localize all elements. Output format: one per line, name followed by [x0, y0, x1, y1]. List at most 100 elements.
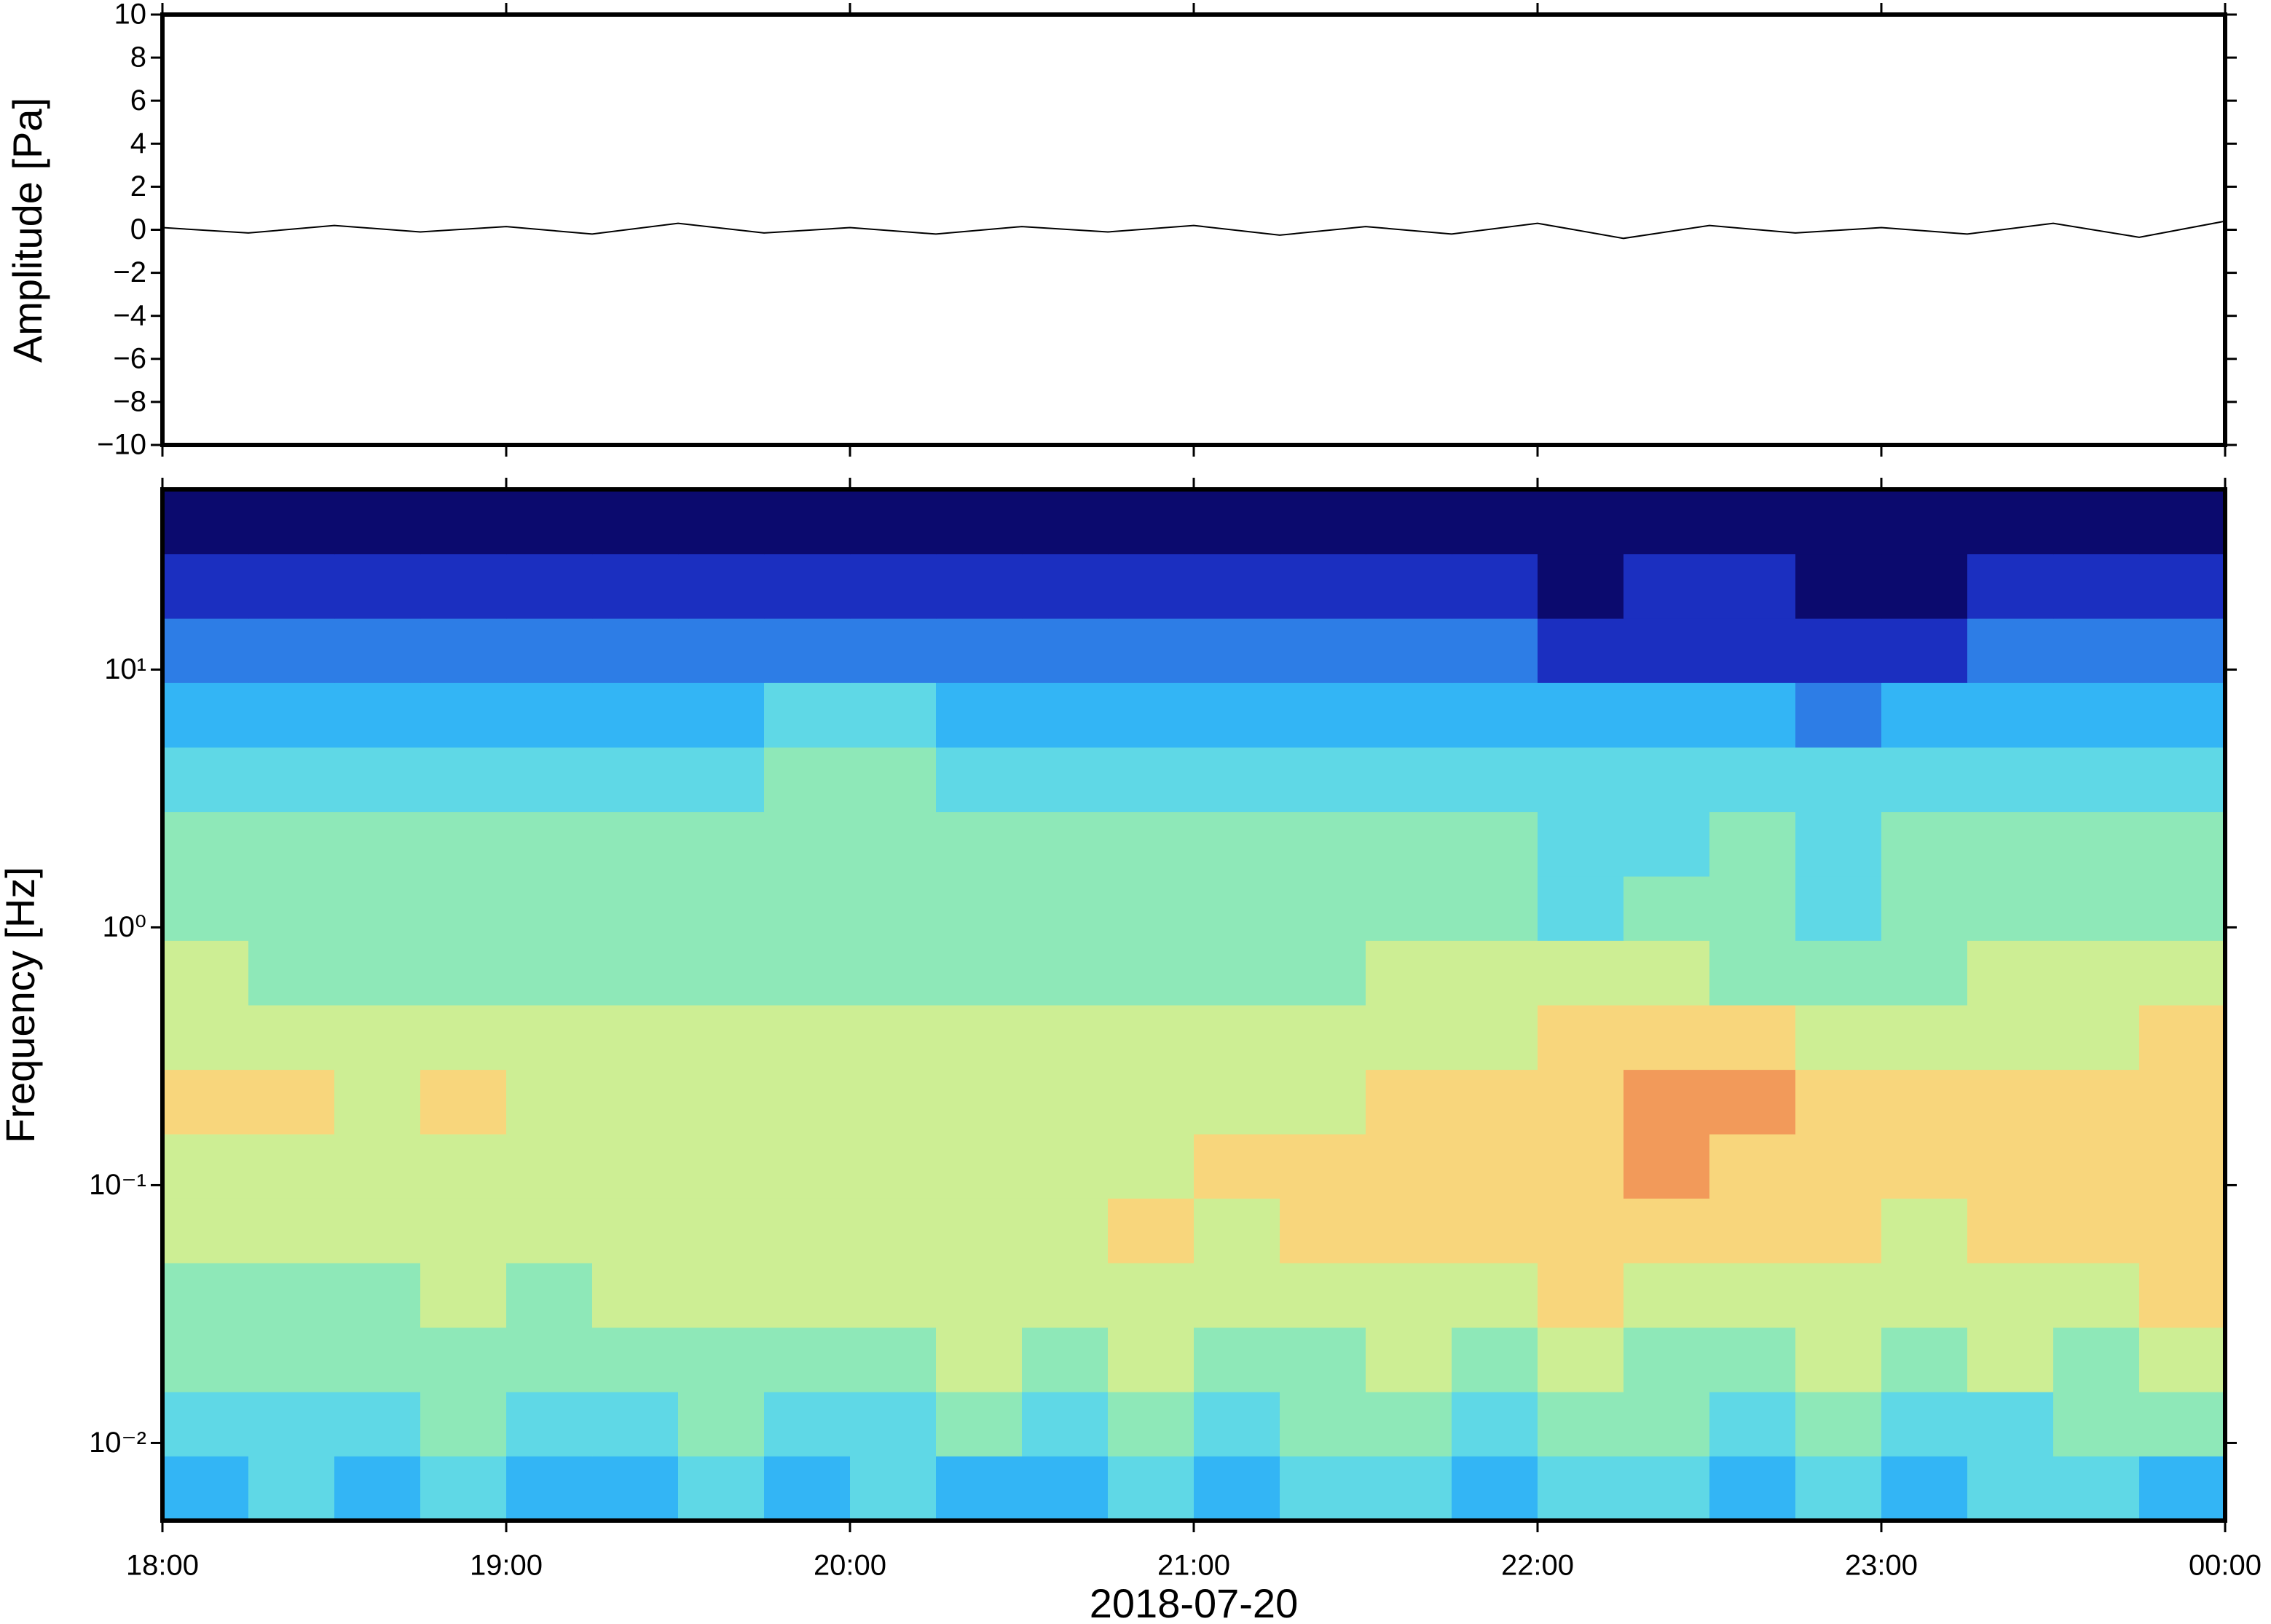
heatmap-cell — [1538, 1327, 1624, 1392]
heatmap-cell — [1452, 1198, 1538, 1264]
heatmap-cell — [678, 1134, 765, 1199]
y-tick-label: 0 — [130, 213, 146, 245]
heatmap-cell — [678, 1327, 765, 1392]
heatmap-cell — [678, 876, 765, 941]
heatmap-cell — [678, 1456, 765, 1521]
heatmap-cell — [1795, 1392, 1882, 1457]
y-tick-label: 10⁰ — [102, 911, 146, 943]
heatmap-cell — [1366, 1392, 1452, 1457]
heatmap-cell — [1108, 811, 1194, 877]
heatmap-cell — [334, 876, 421, 941]
heatmap-cell — [1881, 940, 1968, 1006]
heatmap-cell — [162, 811, 249, 877]
x-tick-label: 00:00 — [2189, 1550, 2262, 1582]
heatmap-cell — [764, 1134, 851, 1199]
heatmap-cell — [936, 1005, 1023, 1071]
heatmap-cell — [1881, 811, 1968, 877]
heatmap-cell — [850, 1263, 937, 1328]
heatmap-cell — [1452, 682, 1538, 748]
heatmap-cell — [162, 747, 249, 813]
heatmap-cell — [248, 489, 335, 555]
heatmap-cell — [1452, 1069, 1538, 1135]
heatmap-cell — [248, 1327, 335, 1392]
heatmap-cell — [1538, 682, 1624, 748]
heatmap-cell — [1538, 1456, 1624, 1521]
y-tick-label: 2 — [130, 170, 146, 202]
y-tick-label: −10 — [97, 429, 146, 461]
heatmap-cell — [1538, 940, 1624, 1006]
heatmap-cell — [2139, 1456, 2226, 1521]
heatmap-cell — [1108, 1005, 1194, 1071]
heatmap-cell — [506, 618, 593, 683]
heatmap-cell — [2139, 747, 2226, 813]
heatmap-cell — [1022, 1134, 1109, 1199]
heatmap-cell — [764, 811, 851, 877]
heatmap-cell — [2139, 811, 2226, 877]
heatmap-cell — [506, 1456, 593, 1521]
heatmap-cell — [1795, 1005, 1882, 1071]
heatmap-cell — [334, 1069, 421, 1135]
heatmap-cell — [1280, 489, 1366, 555]
y-axis-label: Amplitude [Pa] — [4, 98, 50, 363]
heatmap-cell — [506, 489, 593, 555]
heatmap-cell — [2053, 1392, 2140, 1457]
heatmap-cell — [1967, 811, 2054, 877]
heatmap-cell — [850, 489, 937, 555]
heatmap-cell — [850, 1069, 937, 1135]
heatmap-cell — [1366, 940, 1452, 1006]
x-tick-label: 23:00 — [1845, 1550, 1918, 1582]
heatmap-cell — [1623, 1327, 1710, 1392]
heatmap-cell — [1709, 747, 1796, 813]
heatmap-cell — [334, 1456, 421, 1521]
heatmap-cell — [1280, 1392, 1366, 1457]
heatmap-cell — [1967, 1327, 2054, 1392]
heatmap-cell — [248, 618, 335, 683]
heatmap-cell — [1022, 747, 1109, 813]
heatmap-cell — [764, 682, 851, 748]
heatmap-cell — [1795, 940, 1882, 1006]
heatmap-cell — [592, 940, 679, 1006]
heatmap-cell — [764, 1456, 851, 1521]
heatmap-cell — [1881, 1134, 1968, 1199]
heatmap-cell — [420, 1134, 507, 1199]
heatmap-cell — [162, 489, 249, 555]
heatmap-cell — [2139, 1069, 2226, 1135]
heatmap-cell — [420, 1327, 507, 1392]
heatmap-cell — [420, 1069, 507, 1135]
heatmap-cell — [1022, 682, 1109, 748]
heatmap-cell — [506, 1392, 593, 1457]
y-tick-label: −2 — [113, 256, 146, 288]
heatmap-cell — [506, 811, 593, 877]
heatmap-cell — [1623, 1198, 1710, 1264]
heatmap-cell — [1022, 1005, 1109, 1071]
heatmap-cell — [1194, 811, 1280, 877]
heatmap-cell — [1022, 940, 1109, 1006]
heatmap-cell — [420, 747, 507, 813]
heatmap-cell — [1881, 1456, 1968, 1521]
heatmap-cell — [1280, 1327, 1366, 1392]
heatmap-cell — [1366, 747, 1452, 813]
heatmap-cell — [1108, 1134, 1194, 1199]
heatmap-cell — [1280, 1198, 1366, 1264]
heatmap-cell — [420, 940, 507, 1006]
heatmap-cell — [2139, 1327, 2226, 1392]
heatmap-cell — [678, 811, 765, 877]
heatmap-cell — [2139, 489, 2226, 555]
heatmap-cell — [1366, 1327, 1452, 1392]
heatmap-cell — [506, 940, 593, 1006]
heatmap-cell — [936, 1392, 1023, 1457]
heatmap-cell — [2053, 1134, 2140, 1199]
heatmap-cell — [334, 1327, 421, 1392]
heatmap-cell — [764, 618, 851, 683]
heatmap-cell — [1795, 1327, 1882, 1392]
heatmap-cell — [592, 1069, 679, 1135]
heatmap-cell — [1795, 489, 1882, 555]
heatmap-cell — [850, 1198, 937, 1264]
heatmap-cell — [248, 1456, 335, 1521]
heatmap-cell — [1881, 1392, 1968, 1457]
heatmap-cell — [1795, 1069, 1882, 1135]
heatmap-cell — [1709, 1069, 1796, 1135]
heatmap-cell — [1108, 940, 1194, 1006]
heatmap-cell — [1108, 1198, 1194, 1264]
